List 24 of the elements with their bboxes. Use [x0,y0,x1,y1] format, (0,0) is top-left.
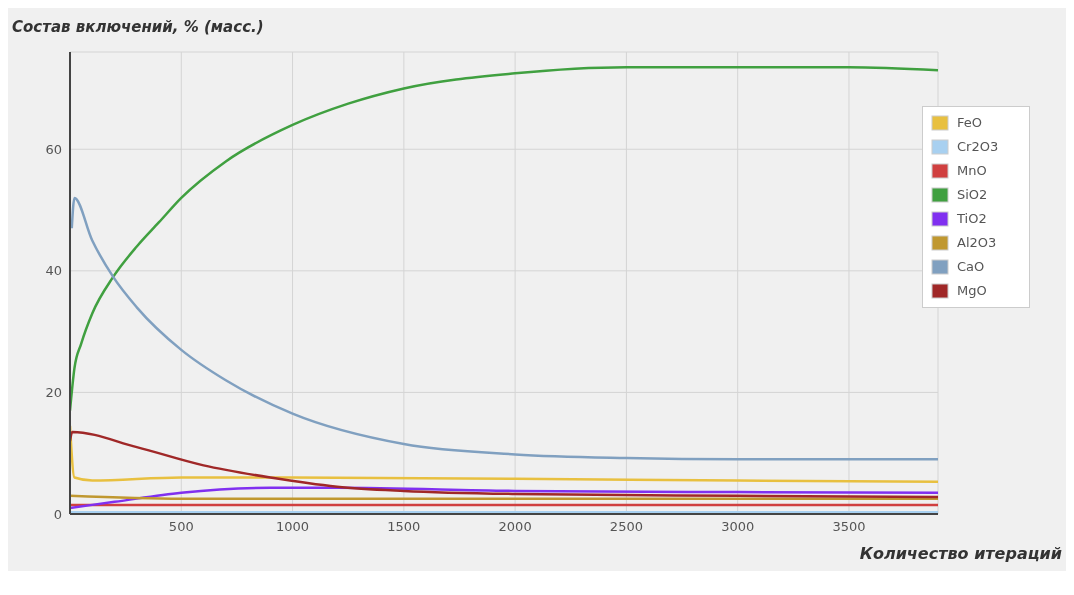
x-tick-label: 1000 [276,519,310,535]
legend-label: MgO [957,282,987,300]
line-series [70,196,938,461]
x-tick-label: 3000 [721,519,755,535]
line-series [70,486,938,510]
y-tick-label: 0 [53,506,62,522]
x-tick-label: 2500 [609,519,643,535]
chart-title: Состав включений, % (масс.) [11,17,265,38]
y-tick-label: 40 [45,263,62,279]
x-axis-title: Количество итераций [858,544,1063,565]
y-tick-label: 20 [45,385,62,401]
legend-label: CaO [957,258,985,276]
x-tick-label: 1500 [387,519,421,535]
legend-label: SiO2 [957,186,988,204]
x-tick-label: 3500 [832,519,866,535]
x-tick-label: 500 [168,519,194,535]
legend-label: MnO [957,162,987,180]
line-series [70,430,938,499]
legend-label: TiO2 [957,210,987,228]
legend-label: Al2O3 [957,234,997,252]
x-tick-label: 2000 [498,519,532,535]
legend-label: Cr2O3 [957,138,999,156]
y-tick-label: 60 [45,141,62,157]
legend-label: FeO [957,114,982,132]
